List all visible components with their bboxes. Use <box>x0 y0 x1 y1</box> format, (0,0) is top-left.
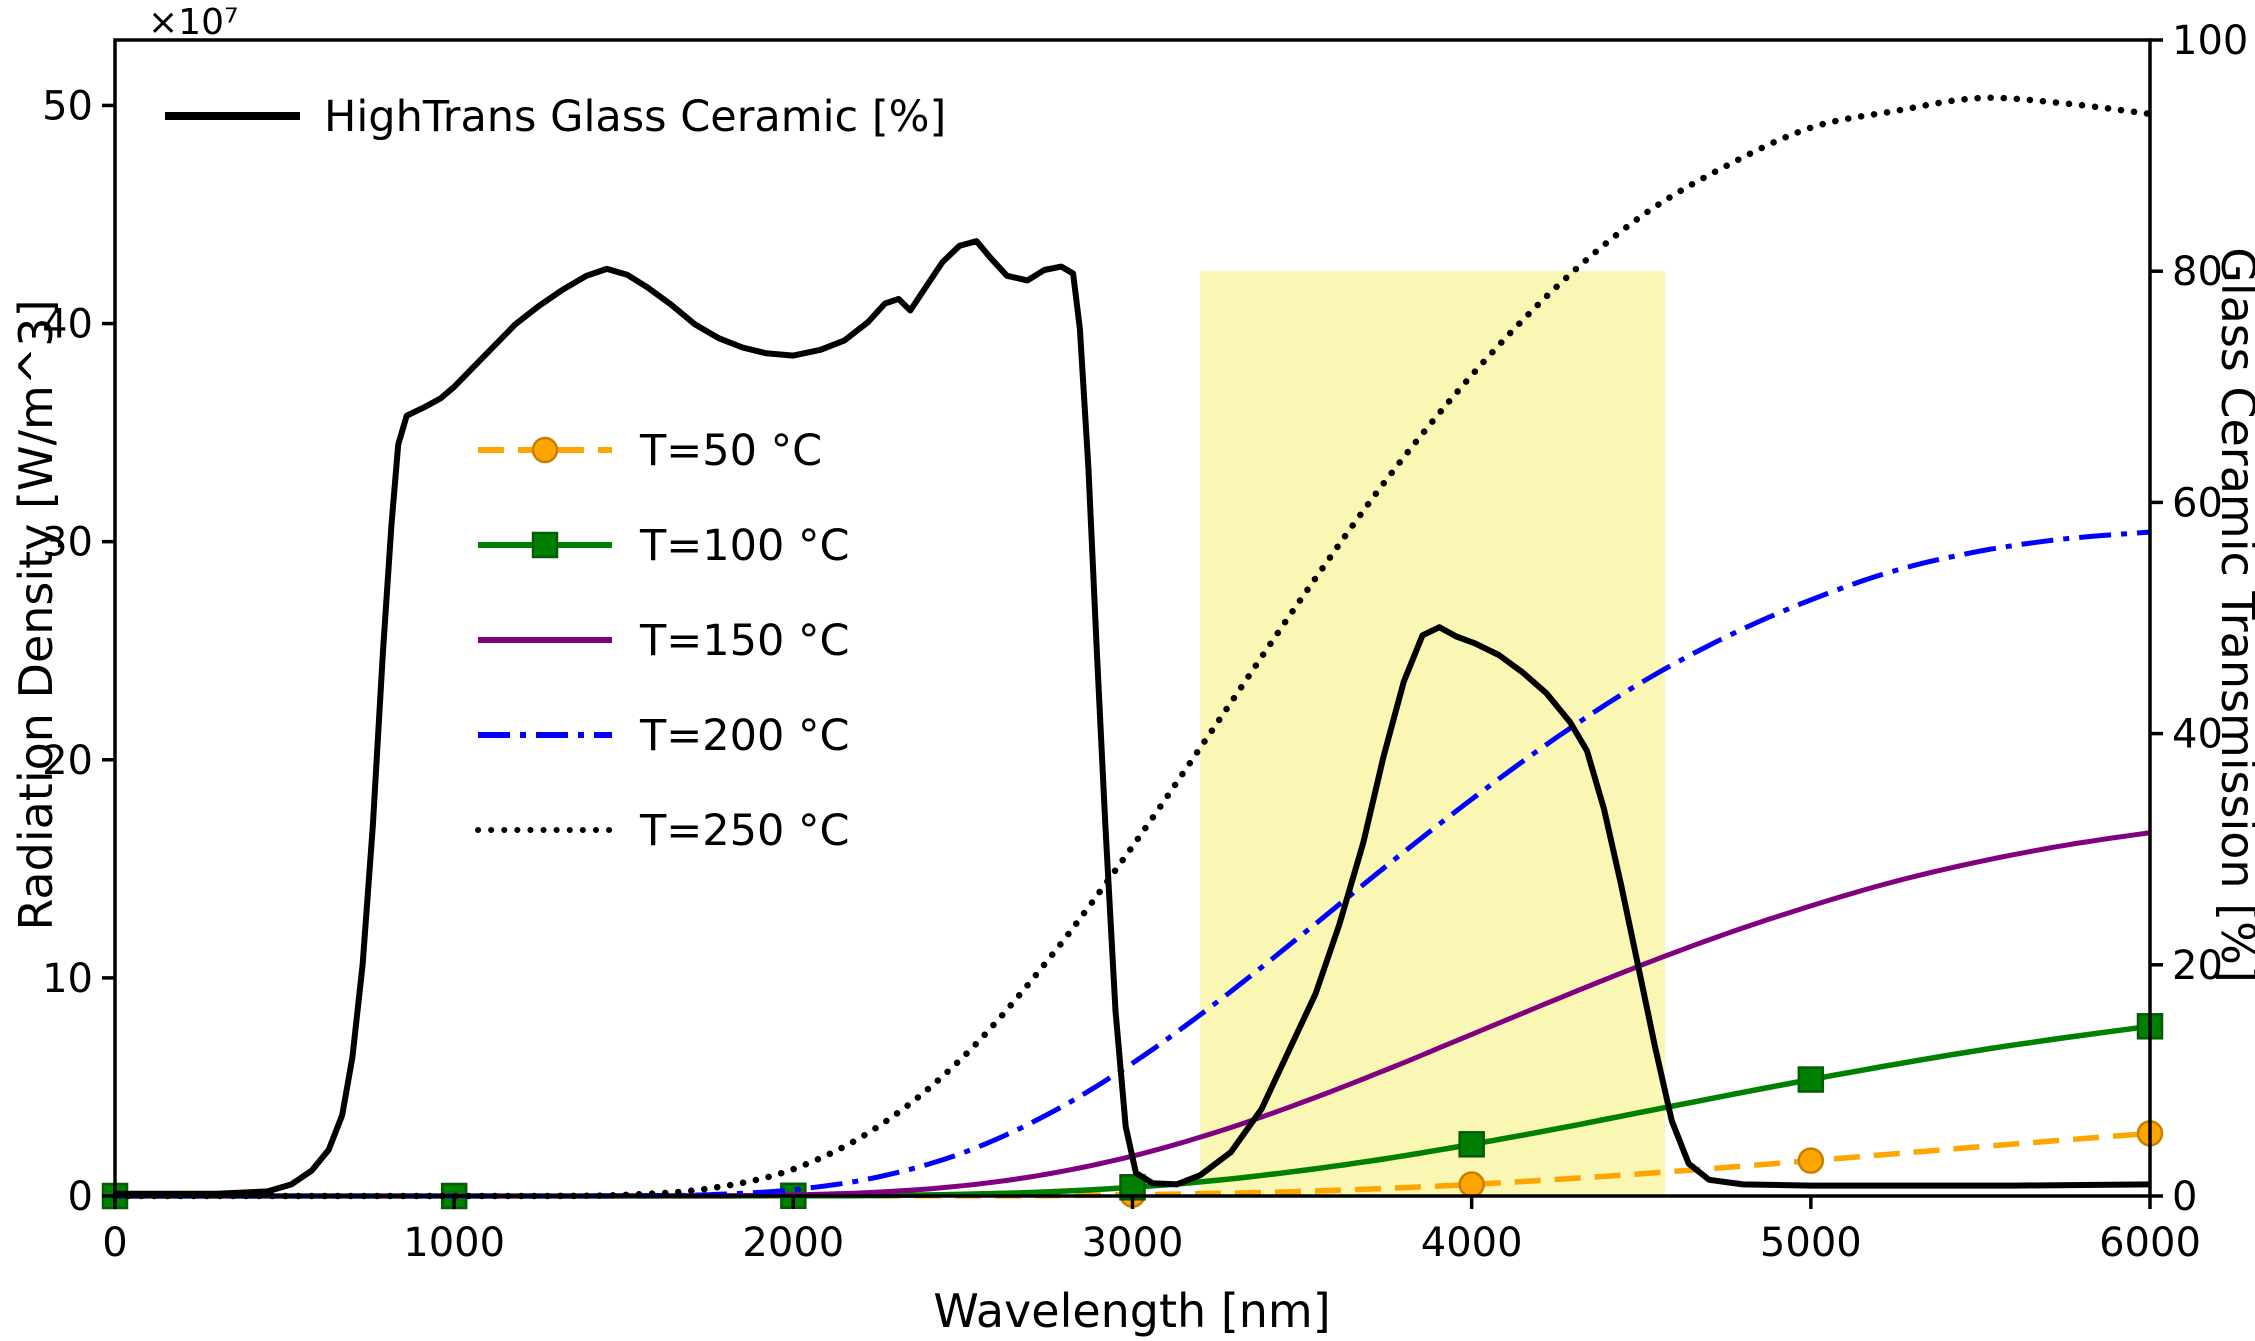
x-tick-label: 1000 <box>403 1220 505 1266</box>
right-y-axis-title: Glass Ceramic Transmission [%] <box>2211 247 2255 983</box>
left-y-tick-label: 50 <box>42 83 93 129</box>
x-tick-label: 6000 <box>2099 1220 2201 1266</box>
square-marker <box>1797 1066 1825 1093</box>
series-line-6 <box>115 238 2151 1197</box>
legend-temp-label: T=150 °C <box>639 616 850 666</box>
legend-temps: T=50 °C T=100 °C T=150 °C T=200 °C T=250 °C <box>475 426 850 856</box>
legend-temp-label: T=200 °C <box>639 711 850 761</box>
left-y-axis-title-text: Radiation Density [W/m^3] <box>9 299 63 931</box>
series-2 <box>101 1013 2164 1210</box>
legend-temp-label: T=100 °C <box>639 521 850 571</box>
series-6 <box>115 238 2151 1197</box>
axis-offset-text-value: ×10⁷ <box>148 2 239 43</box>
x-tick-label: 5000 <box>1760 1220 1862 1266</box>
right-y-tick-label: 100 <box>2172 18 2248 64</box>
series-line-3 <box>115 830 2151 1199</box>
circle-marker <box>1458 1171 1485 1198</box>
left-y-tick-label: 20 <box>42 738 93 784</box>
legend-circle-marker <box>531 436 559 464</box>
right-y-tick-label: 20 <box>2172 943 2223 989</box>
left-y-tick-label: 30 <box>42 520 93 566</box>
left-y-tick-label: 10 <box>42 956 93 1002</box>
legend-top-label: HighTrans Glass Ceramic [%] <box>324 92 946 142</box>
x-axis-title-text: Wavelength [nm] <box>933 1284 1331 1338</box>
right-y-axis-title-text: Glass Ceramic Transmission [%] <box>2211 247 2255 983</box>
left-y-tick-label: 0 <box>68 1174 93 1220</box>
axis-offset-text: ×10⁷ <box>148 2 238 43</box>
left-y-tick-label: 40 <box>42 302 93 348</box>
right-y-tick-label: 60 <box>2172 480 2223 526</box>
highlight-region <box>1200 271 1665 1196</box>
x-tick-label: 3000 <box>1082 1220 1184 1266</box>
circle-marker <box>1797 1147 1825 1174</box>
square-marker <box>1458 1131 1485 1158</box>
legend-temp-label: T=250 °C <box>639 806 850 856</box>
right-y-tick-label: 80 <box>2172 249 2223 295</box>
right-y-tick-label: 40 <box>2172 712 2223 758</box>
x-tick-label: 4000 <box>1421 1220 1523 1266</box>
legend-temp-label: T=50 °C <box>639 426 822 476</box>
x-tick-label: 0 <box>102 1220 127 1266</box>
x-axis-title: Wavelength [nm] <box>933 1284 1529 1338</box>
legend-top: HighTrans Glass Ceramic [%] <box>165 92 946 142</box>
right-y-tick-label: 0 <box>2172 1174 2197 1220</box>
left-y-axis-title: Radiation Density [W/m^3] <box>9 299 667 930</box>
legend-square-marker <box>531 531 559 559</box>
series-3 <box>115 830 2151 1199</box>
x-tick-label: 2000 <box>742 1220 844 1266</box>
